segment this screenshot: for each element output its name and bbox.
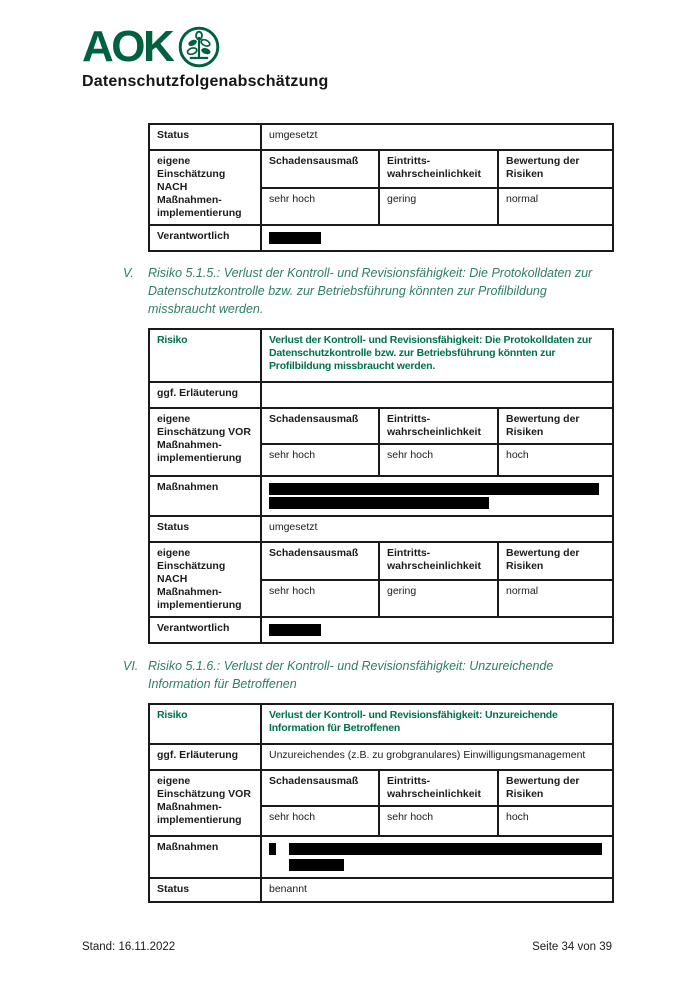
vor-bewertung-value: hoch xyxy=(496,805,615,837)
row-label-eigene-nach: eigene Einschätzung NACH Maßnahmen- impl… xyxy=(148,541,262,618)
col-header-bewertung: Bewertung der Risiken xyxy=(496,541,615,581)
redaction-bar xyxy=(269,497,489,509)
row-label-status: Status xyxy=(148,877,262,903)
col-header-bewertung: Bewertung der Risiken xyxy=(496,769,615,807)
col-header-bewertung: Bewertung der Risiken xyxy=(497,149,614,189)
table-row: Status umgesetzt xyxy=(148,515,615,543)
row-label-risiko: Risiko xyxy=(148,703,262,745)
table-row: eigene Einschätzung NACH Maßnahmen- impl… xyxy=(148,541,615,618)
table-row: sehr hoch gering normal xyxy=(149,579,615,618)
row-label-erlaeuterung: ggf. Erläuterung xyxy=(148,381,262,409)
section-heading-risiko-5-1-6: VI. Risiko 5.1.6.: Verlust der Kontroll-… xyxy=(123,657,614,693)
aok-logo: AOK xyxy=(82,24,221,70)
col-header-schadensausmass: Schadensausmaß xyxy=(260,541,380,581)
redaction-bar xyxy=(269,624,321,636)
row-label-massnahmen: Maßnahmen xyxy=(148,835,262,879)
col-header-eintrittswahrscheinlichkeit: Eintritts- wahrscheinlichkeit xyxy=(378,149,499,189)
section-heading-risiko-5-1-5: V. Risiko 5.1.5.: Verlust der Kontroll- … xyxy=(123,264,614,318)
row-label-status: Status xyxy=(148,515,262,543)
row-label-massnahmen: Maßnahmen xyxy=(148,475,262,517)
table-row: eigene Einschätzung NACH Maßnahmen- impl… xyxy=(148,149,614,226)
table-row: ggf. Erläuterung Unzureichendes (z.B. zu… xyxy=(148,743,615,771)
section-heading-text: Risiko 5.1.5.: Verlust der Kontroll- und… xyxy=(148,266,593,316)
col-header-schadensausmass: Schadensausmaß xyxy=(260,149,380,189)
footer-stand-date: Stand: 16.11.2022 xyxy=(82,941,176,953)
aok-tree-icon xyxy=(179,26,220,68)
document-title: Datenschutzfolgenabschätzung xyxy=(82,73,329,90)
table-row: sehr hoch gering normal xyxy=(149,187,614,226)
redaction-bar xyxy=(289,843,602,855)
table-row: sehr hoch sehr hoch hoch xyxy=(149,805,615,837)
risiko-value: Verlust der Kontroll- und Revisionsfähig… xyxy=(259,703,615,745)
table-row: eigene Einschätzung VOR Maßnahmen- imple… xyxy=(148,769,615,837)
verantwortlich-value xyxy=(260,224,614,252)
content-column: Status umgesetzt eigene Einschätzung NAC… xyxy=(123,123,615,903)
redaction-bar xyxy=(269,232,321,244)
nach-bewertung-value: normal xyxy=(497,187,614,226)
table-row: Risiko Verlust der Kontroll- und Revisio… xyxy=(148,328,615,383)
footer-page-number: Seite 34 von 39 xyxy=(532,941,612,953)
risk-table-5-1-6: Risiko Verlust der Kontroll- und Revisio… xyxy=(148,703,615,903)
vor-eintritt-value: sehr hoch xyxy=(378,443,499,477)
redaction-line xyxy=(269,841,605,857)
nach-eintritt-value: gering xyxy=(378,579,499,618)
page-footer: Stand: 16.11.2022 Seite 34 von 39 xyxy=(82,941,612,953)
table-row: eigene Einschätzung VOR Maßnahmen- imple… xyxy=(148,407,615,477)
vor-eintritt-value: sehr hoch xyxy=(378,805,499,837)
col-header-schadensausmass: Schadensausmaß xyxy=(260,407,380,445)
table-row: Maßnahmen xyxy=(148,835,615,879)
risiko-value: Verlust der Kontroll- und Revisionsfähig… xyxy=(259,328,615,383)
redaction-bar xyxy=(269,843,276,855)
table-row: Risiko Verlust der Kontroll- und Revisio… xyxy=(148,703,615,745)
redaction-bar xyxy=(289,859,344,871)
col-header-eintrittswahrscheinlichkeit: Eintritts- wahrscheinlichkeit xyxy=(378,407,499,445)
aok-logo-text: AOK xyxy=(82,22,175,71)
nach-bewertung-value: normal xyxy=(496,579,615,618)
status-value: umgesetzt xyxy=(259,515,615,543)
erlaeuterung-value: Unzureichendes (z.B. zu grobgranulares) … xyxy=(259,743,615,771)
massnahmen-value xyxy=(259,475,615,517)
nach-eintritt-value: gering xyxy=(378,187,499,226)
risk-table-5-1-5: Risiko Verlust der Kontroll- und Revisio… xyxy=(148,328,615,644)
table-row: Verantwortlich xyxy=(148,224,614,252)
vor-bewertung-value: hoch xyxy=(496,443,615,477)
status-value: benannt xyxy=(259,877,615,903)
row-label-eigene-vor: eigene Einschätzung VOR Maßnahmen- imple… xyxy=(148,769,262,837)
erlaeuterung-value xyxy=(259,381,615,409)
row-label-verantwortlich: Verantwortlich xyxy=(148,224,262,252)
row-label-verantwortlich: Verantwortlich xyxy=(148,616,262,644)
col-header-schadensausmass: Schadensausmaß xyxy=(260,769,380,807)
table-row: ggf. Erläuterung xyxy=(148,381,615,409)
col-header-eintrittswahrscheinlichkeit: Eintritts- wahrscheinlichkeit xyxy=(378,769,499,807)
redaction-bar xyxy=(269,483,599,495)
table-row: Status umgesetzt xyxy=(148,123,614,151)
table-row: Verantwortlich xyxy=(148,616,615,644)
nach-schadensausmass-value: sehr hoch xyxy=(260,579,380,618)
row-label-eigene-vor: eigene Einschätzung VOR Maßnahmen- imple… xyxy=(148,407,262,477)
row-label-risiko: Risiko xyxy=(148,328,262,383)
table-row: sehr hoch sehr hoch hoch xyxy=(149,443,615,477)
section-numeral: VI. xyxy=(123,659,139,673)
row-label-status: Status xyxy=(148,123,262,151)
table-row: Status benannt xyxy=(148,877,615,903)
vor-schadensausmass-value: sehr hoch xyxy=(260,443,380,477)
col-header-bewertung: Bewertung der Risiken xyxy=(496,407,615,445)
nach-schadensausmass-value: sehr hoch xyxy=(260,187,380,226)
status-value: umgesetzt xyxy=(260,123,614,151)
row-label-eigene-nach: eigene Einschätzung NACH Maßnahmen- impl… xyxy=(148,149,262,226)
table-row: Maßnahmen xyxy=(148,475,615,517)
verantwortlich-value xyxy=(259,616,615,644)
massnahmen-value xyxy=(259,835,615,879)
risk-table-continued: Status umgesetzt eigene Einschätzung NAC… xyxy=(148,123,614,252)
col-header-eintrittswahrscheinlichkeit: Eintritts- wahrscheinlichkeit xyxy=(378,541,499,581)
section-numeral: V. xyxy=(123,266,134,280)
section-heading-text: Risiko 5.1.6.: Verlust der Kontroll- und… xyxy=(148,659,554,691)
vor-schadensausmass-value: sehr hoch xyxy=(260,805,380,837)
row-label-erlaeuterung: ggf. Erläuterung xyxy=(148,743,262,771)
